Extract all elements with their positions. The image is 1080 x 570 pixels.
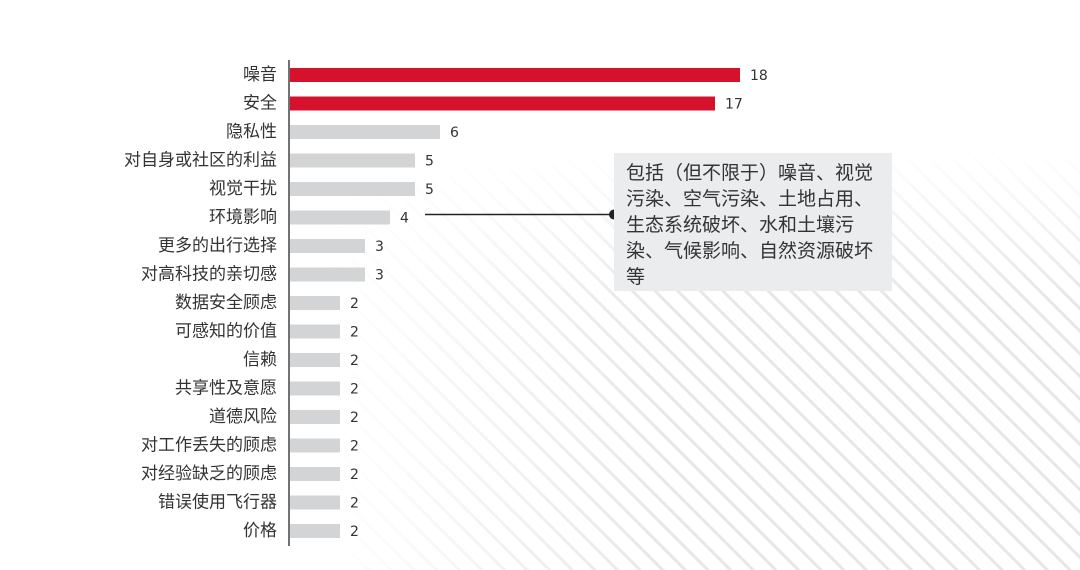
category-label: 隐私性 [226, 122, 277, 142]
bar [290, 381, 340, 396]
bar [290, 153, 415, 168]
bar [290, 210, 390, 225]
bar [290, 410, 340, 424]
category-label: 更多的出行选择 [158, 236, 277, 256]
bar [290, 239, 365, 253]
value-label: 2 [350, 467, 359, 483]
value-label: 2 [350, 382, 359, 398]
bars-layer: 噪音 18 安全 17 隐私性 6 对自身或社区的利益 5 视觉干扰 5 环境影响 4 更多的出行选择 3… [124, 65, 768, 541]
bar [290, 353, 340, 367]
category-label: 错误使用飞行器 [158, 492, 277, 513]
bar [290, 524, 340, 538]
category-label: 信赖 [243, 350, 277, 370]
value-label: 5 [425, 182, 434, 198]
value-label: 6 [450, 125, 459, 141]
category-label: 对经验缺乏的顾虑 [141, 464, 277, 484]
value-label: 2 [350, 524, 359, 540]
category-label: 共享性及意愿 [175, 379, 277, 399]
category-label: 对高科技的亲切感 [141, 265, 277, 285]
annotation-callout: 包括（但不限于）噪音、视觉污染、空气污染、土地占用、生态系统破坏、水和土壤污染、… [614, 153, 892, 291]
value-label: 3 [375, 239, 384, 255]
value-label: 2 [350, 410, 359, 426]
category-label: 噪音 [243, 65, 277, 85]
bar [290, 324, 340, 339]
value-label: 18 [750, 68, 768, 84]
value-label: 17 [725, 97, 743, 113]
value-label: 2 [350, 353, 359, 369]
category-label: 可感知的价值 [175, 322, 277, 342]
bar [290, 438, 340, 453]
category-label: 环境影响 [209, 208, 277, 228]
value-label: 2 [350, 439, 359, 455]
category-label: 对工作丢失的顾虑 [141, 436, 277, 456]
category-label: 数据安全顾虑 [175, 293, 277, 313]
bar [290, 495, 340, 510]
value-label: 3 [375, 268, 384, 284]
annotation-text: 包括（但不限于）噪音、视觉污染、空气污染、土地占用、生态系统破坏、水和土壤污染、… [626, 162, 874, 288]
bar [290, 296, 340, 310]
bar [290, 96, 715, 111]
category-label: 安全 [243, 94, 277, 114]
value-label: 4 [400, 211, 409, 227]
value-label: 2 [350, 496, 359, 512]
bar [290, 267, 365, 282]
category-label: 对自身或社区的利益 [124, 151, 277, 171]
category-label: 道德风险 [209, 407, 277, 427]
value-label: 2 [350, 325, 359, 341]
category-label: 视觉干扰 [209, 179, 277, 199]
value-label: 5 [425, 154, 434, 170]
value-label: 2 [350, 296, 359, 312]
bar [290, 68, 740, 82]
bar [290, 125, 440, 139]
bar [290, 467, 340, 481]
bar [290, 182, 415, 196]
category-label: 价格 [243, 521, 277, 541]
